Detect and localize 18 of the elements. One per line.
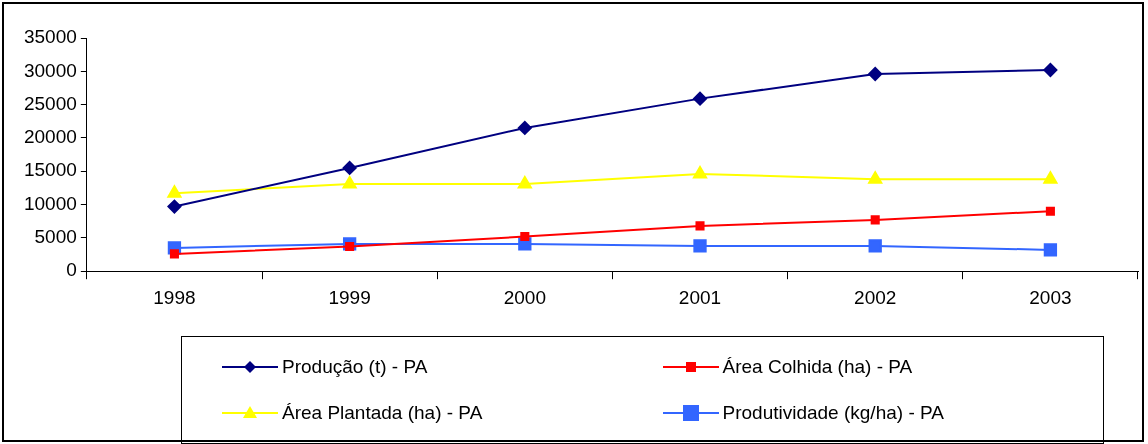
legend-label: Área Colhida (ha) - PA bbox=[722, 356, 913, 379]
y-tick-label: 20000 bbox=[23, 126, 77, 148]
y-tick-label: 5000 bbox=[34, 226, 77, 248]
legend-label: Área Plantada (ha) - PA bbox=[282, 401, 483, 424]
y-tick-label: 25000 bbox=[23, 92, 77, 114]
x-tick-label: 1998 bbox=[153, 286, 196, 308]
x-tick-label: 2000 bbox=[503, 286, 546, 308]
y-tick-label: 35000 bbox=[23, 26, 77, 48]
y-tick-label: 10000 bbox=[23, 192, 77, 214]
x-tick-label: 2002 bbox=[854, 286, 897, 308]
x-tick-label: 2003 bbox=[1029, 286, 1072, 308]
legend-label: Produtividade (kg/ha) - PA bbox=[722, 401, 944, 424]
x-tick-label: 2001 bbox=[678, 286, 722, 308]
y-tick-label: 30000 bbox=[23, 59, 77, 81]
x-tick-label: 1999 bbox=[328, 286, 371, 308]
y-tick-label: 0 bbox=[66, 259, 77, 281]
y-tick-label: 15000 bbox=[23, 159, 77, 181]
legend-label: Produção (t) - PA bbox=[282, 356, 428, 379]
